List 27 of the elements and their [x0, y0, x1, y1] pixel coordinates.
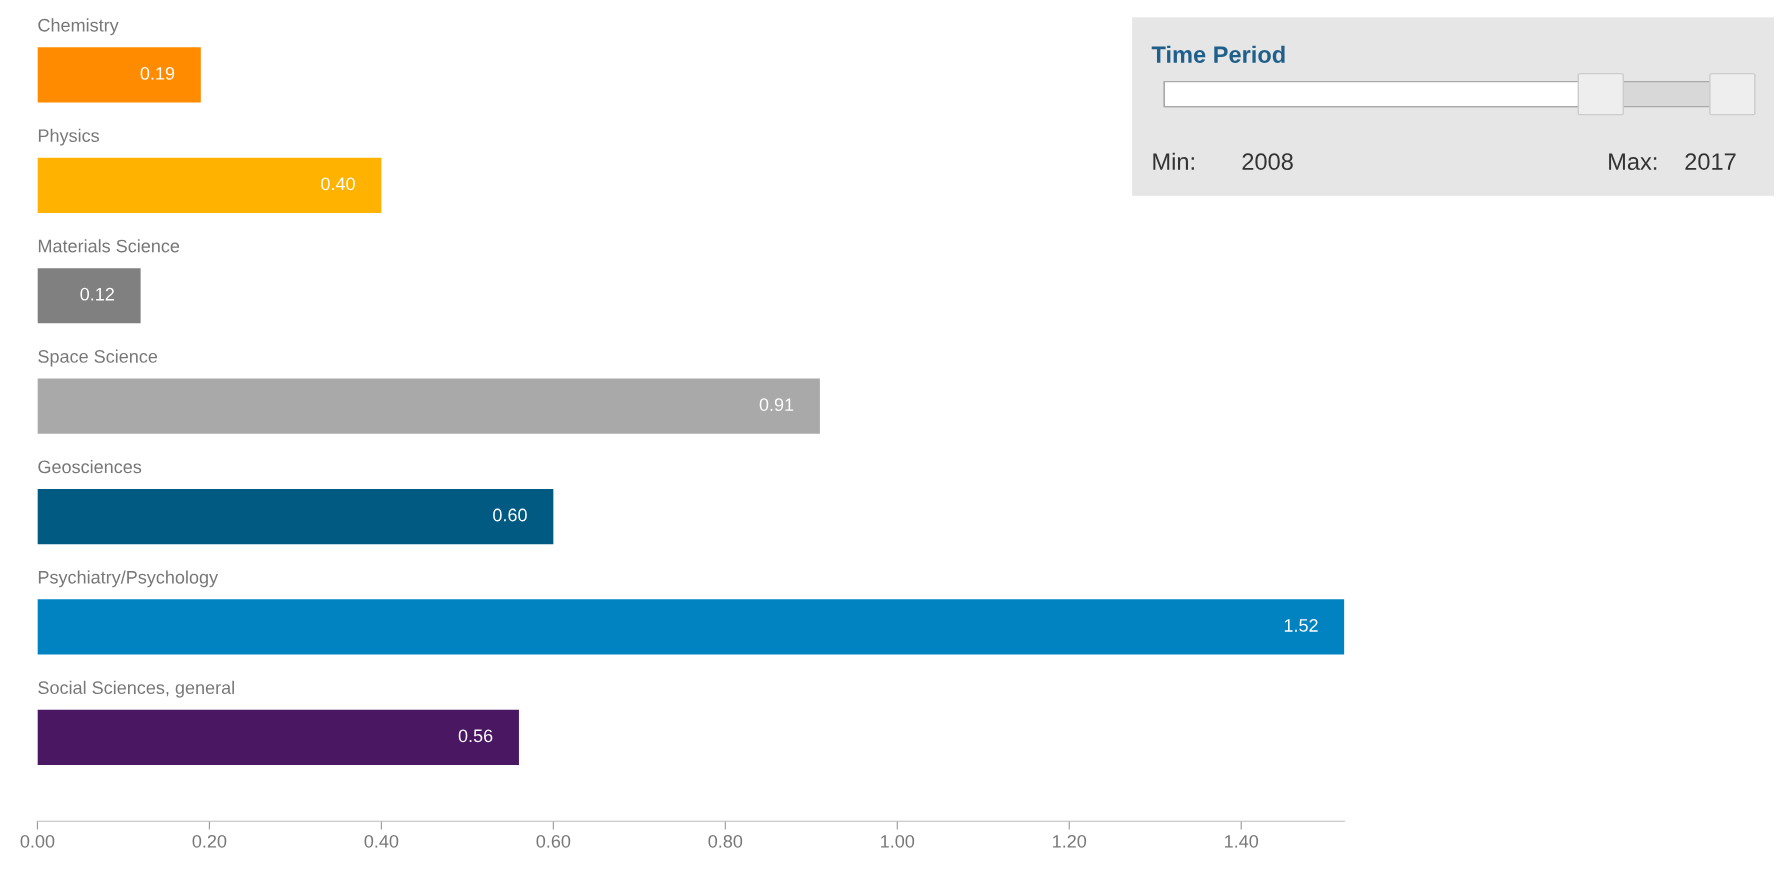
y-tick-label: Physics	[38, 128, 99, 146]
data-label: 0.91	[759, 398, 794, 411]
y-tick-label: Geosciences	[38, 459, 142, 474]
x-tick-label: 0.80	[708, 834, 743, 848]
x-tick-label: 1.40	[1225, 834, 1259, 848]
text: Max:	[1609, 153, 1657, 170]
data-label: 0.40	[321, 177, 355, 191]
data-label: 0.12	[80, 287, 114, 301]
data-label: 0.19	[140, 67, 175, 80]
y-tick-label: Chemistry	[38, 18, 119, 36]
text: 2017	[1685, 153, 1736, 170]
annotation: 2008	[1242, 153, 1293, 170]
y-tick-label: Materials Science	[38, 239, 180, 253]
y-tick-label: Psychiatry/Psychology	[38, 570, 219, 588]
data-label: 0.56	[458, 729, 493, 743]
x-tick-label: 0.40	[364, 834, 399, 848]
annotation: Min:	[1153, 152, 1194, 170]
annotation: Time Period	[1151, 45, 1285, 63]
x-tick-label: 1.20	[1053, 834, 1087, 848]
y-tick-label: Space Science	[38, 349, 158, 367]
x-tick-label: 0.60	[536, 834, 571, 848]
x-tick-label: 0.00	[20, 834, 55, 848]
x-tick-label: 1.00	[881, 834, 915, 848]
data-label: 1.52	[1284, 619, 1318, 632]
x-tick-label: 0.20	[192, 834, 227, 848]
data-label: 0.60	[493, 508, 527, 522]
y-tick-label: Social Sciences, general	[38, 680, 234, 698]
